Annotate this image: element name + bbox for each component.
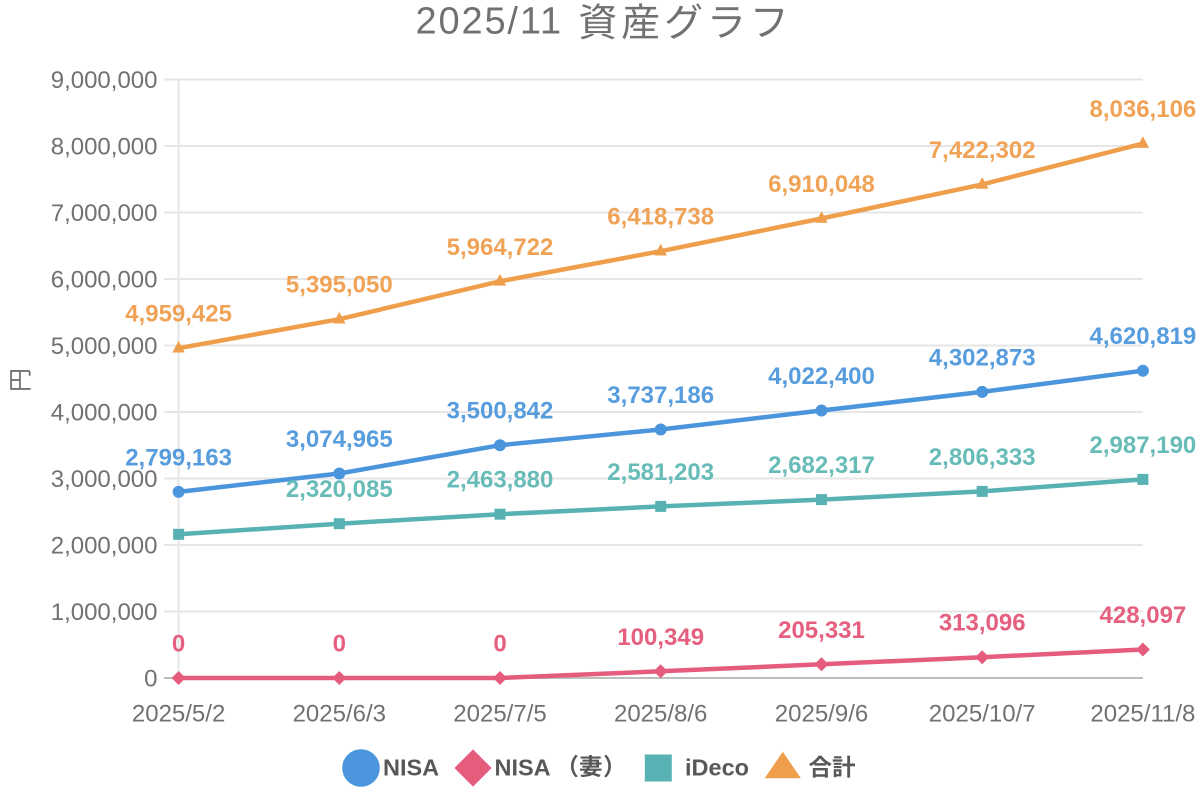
svg-text:5,000,000: 5,000,000 (51, 333, 158, 360)
svg-text:2025/10/7: 2025/10/7 (929, 700, 1036, 727)
svg-text:2,463,880: 2,463,880 (447, 467, 554, 494)
svg-text:4,620,819: 4,620,819 (1090, 323, 1197, 350)
svg-text:4,959,425: 4,959,425 (125, 301, 232, 328)
svg-text:3,074,965: 3,074,965 (286, 426, 393, 453)
svg-text:8,036,106: 8,036,106 (1090, 96, 1197, 123)
svg-text:2025/8/6: 2025/8/6 (614, 700, 707, 727)
svg-text:2,987,190: 2,987,190 (1090, 432, 1197, 459)
svg-text:2,799,163: 2,799,163 (125, 444, 232, 471)
svg-text:5,964,722: 5,964,722 (447, 234, 554, 261)
svg-text:4,302,873: 4,302,873 (929, 344, 1036, 371)
svg-text:2,000,000: 2,000,000 (51, 533, 158, 560)
svg-text:2,806,333: 2,806,333 (929, 444, 1036, 471)
svg-text:2,581,203: 2,581,203 (607, 459, 714, 486)
svg-text:NISA: NISA (495, 755, 551, 781)
svg-text:4,022,400: 4,022,400 (768, 363, 875, 390)
svg-text:0: 0 (493, 631, 506, 658)
svg-text:4,000,000: 4,000,000 (51, 400, 158, 427)
svg-text:2025/6/3: 2025/6/3 (293, 700, 386, 727)
svg-text:2025/5/2: 2025/5/2 (132, 700, 225, 727)
svg-text:0: 0 (333, 631, 346, 658)
svg-text:8,000,000: 8,000,000 (51, 134, 158, 161)
svg-text:2025/11/8: 2025/11/8 (1090, 700, 1195, 727)
svg-text:1,000,000: 1,000,000 (51, 599, 158, 626)
svg-text:2,682,317: 2,682,317 (768, 452, 875, 479)
svg-text:7,422,302: 7,422,302 (929, 137, 1036, 164)
svg-text:2025/7/5: 2025/7/5 (453, 700, 546, 727)
svg-text:5,395,050: 5,395,050 (286, 272, 393, 299)
svg-text:7,000,000: 7,000,000 (51, 200, 158, 227)
svg-text:205,331: 205,331 (778, 617, 865, 644)
svg-text:313,096: 313,096 (939, 610, 1026, 637)
svg-text:6,000,000: 6,000,000 (51, 267, 158, 294)
svg-text:100,349: 100,349 (617, 624, 704, 651)
svg-text:6,910,048: 6,910,048 (768, 171, 875, 198)
svg-text:3,737,186: 3,737,186 (607, 382, 714, 409)
svg-text:iDeco: iDeco (685, 755, 749, 781)
svg-text:NISA: NISA (383, 755, 439, 781)
svg-text:0: 0 (172, 631, 185, 658)
svg-text:6,418,738: 6,418,738 (607, 204, 714, 231)
svg-text:0: 0 (144, 666, 157, 693)
svg-text:3,500,842: 3,500,842 (447, 398, 554, 425)
svg-text:2025/9/6: 2025/9/6 (775, 700, 868, 727)
svg-text:2,320,085: 2,320,085 (286, 476, 393, 503)
svg-text:428,097: 428,097 (1100, 602, 1187, 629)
svg-text:2025/11: 2025/11 (416, 1, 564, 43)
svg-text:3,000,000: 3,000,000 (51, 466, 158, 493)
svg-text:9,000,000: 9,000,000 (51, 67, 158, 94)
